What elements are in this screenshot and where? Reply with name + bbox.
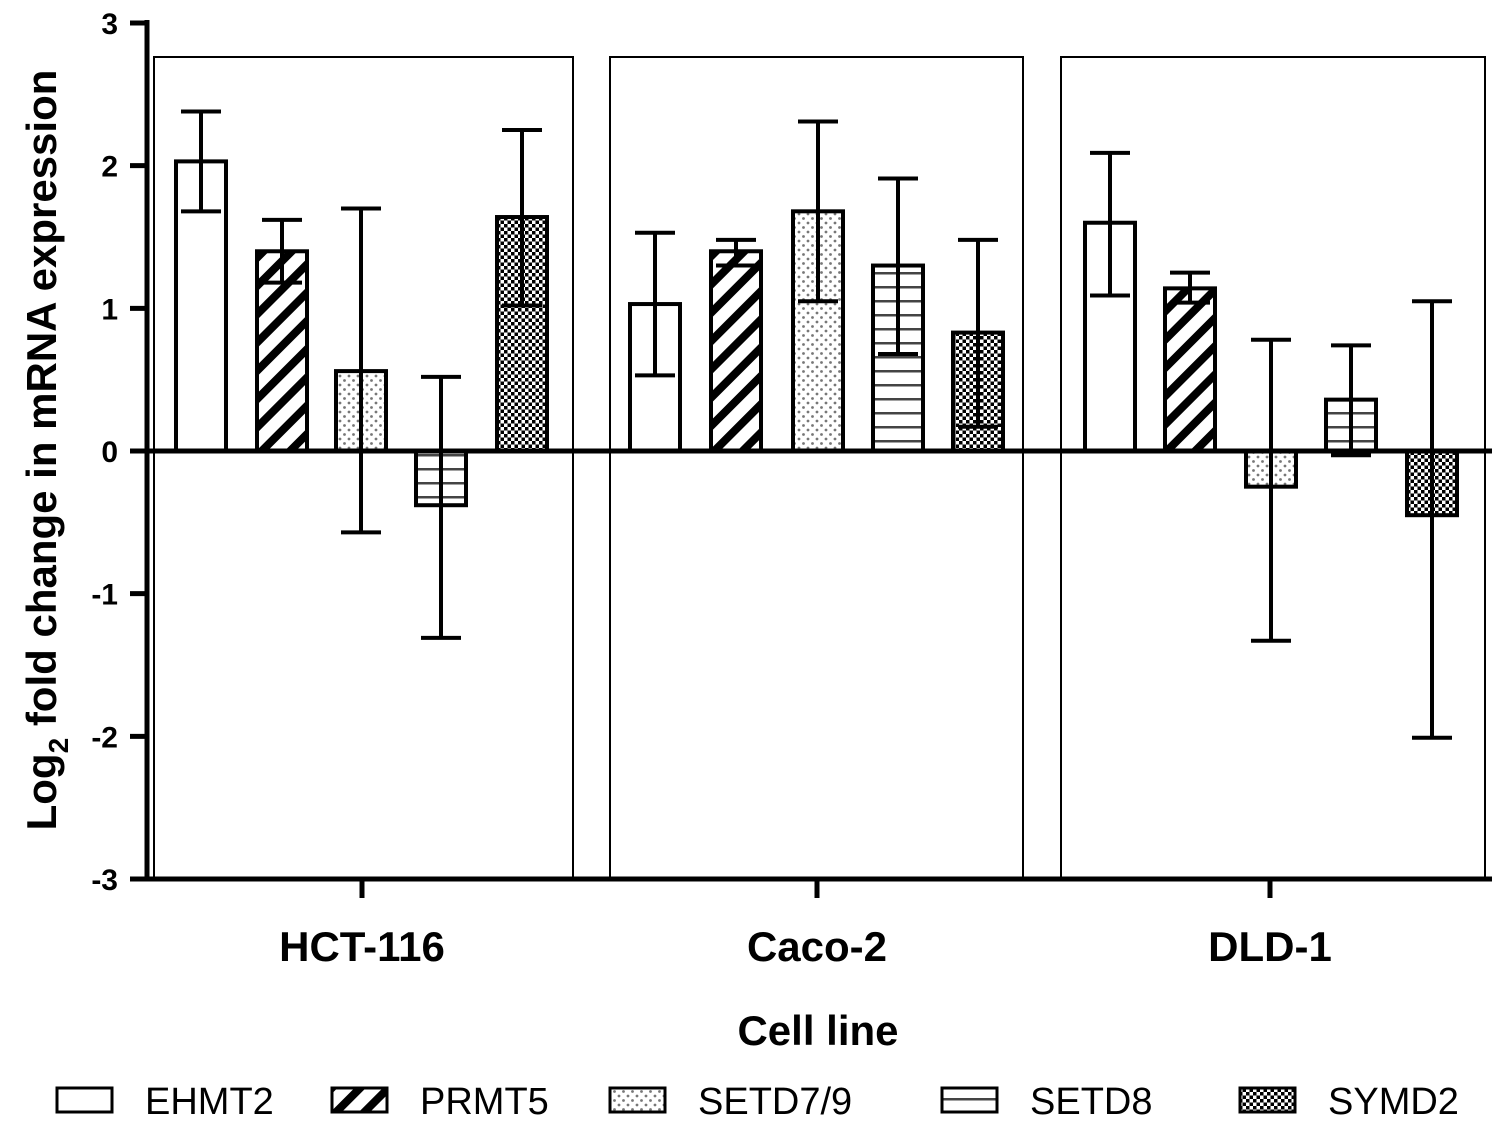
y-tick-label: -2 (91, 721, 118, 754)
y-axis-title: Log2 fold change in mRNA expression (18, 70, 74, 831)
y-tick-label: 0 (101, 436, 118, 469)
legend-swatch (608, 1086, 667, 1114)
x-axis-title: Cell line (737, 1007, 898, 1054)
x-tick-label: Caco-2 (747, 923, 887, 970)
legend-label: EHMT2 (145, 1081, 274, 1123)
legend-swatch (1238, 1086, 1297, 1114)
x-tick-label: HCT-116 (279, 923, 445, 970)
bar (709, 249, 763, 453)
y-tick-label: -1 (91, 579, 118, 612)
bar (1163, 286, 1217, 453)
error-bars-layer (181, 109, 1452, 740)
legend-swatch (55, 1086, 114, 1114)
legend-label: SETD8 (1030, 1081, 1152, 1123)
legend: EHMT2 PRMT5 SETD7/9 SETD8 SYMD2 (55, 1081, 1459, 1123)
x-tick-label: DLD-1 (1208, 923, 1332, 970)
legend-swatch (940, 1086, 999, 1114)
legend-label: SETD7/9 (698, 1081, 852, 1123)
legend-label: SYMD2 (1328, 1081, 1459, 1123)
legend-label: PRMT5 (420, 1081, 549, 1123)
y-tick-label: -3 (91, 864, 118, 897)
bar (495, 215, 549, 453)
y-tick-label: 3 (101, 8, 118, 41)
legend-swatch (330, 1086, 389, 1114)
y-ticks: 3 2 1 0 -1 -2 -3 (91, 8, 147, 897)
y-tick-label: 1 (101, 293, 118, 326)
y-tick-label: 2 (101, 151, 118, 184)
x-ticks: HCT-116 Caco-2 DLD-1 (279, 879, 1332, 970)
